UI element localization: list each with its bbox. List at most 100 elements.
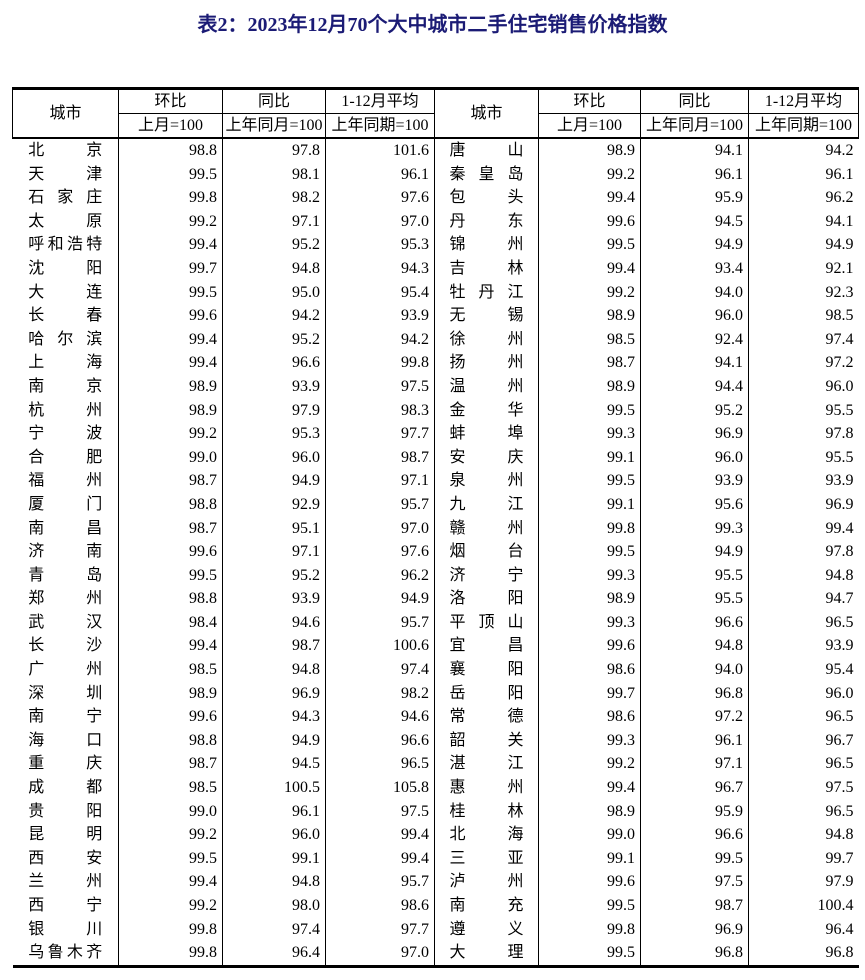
city-name: 赣州 [449, 519, 524, 537]
table-row: 大连 99.5 95.0 95.4 牡丹江 99.2 94.0 92.3 [13, 280, 859, 305]
value-cell: 94.2 [222, 304, 326, 328]
city-cell: 唐山 [434, 138, 539, 163]
value-cell: 99.8 [118, 186, 223, 210]
table-row: 乌鲁木齐 99.8 96.4 97.0 大理 99.5 96.8 96.8 [13, 941, 859, 967]
value-cell: 98.9 [538, 304, 641, 328]
city-cell: 大理 [434, 941, 539, 967]
value-cell: 95.2 [222, 563, 326, 588]
value-cell: 99.6 [538, 870, 641, 894]
value-cell: 99.2 [118, 422, 223, 446]
city-name: 襄阳 [449, 661, 524, 679]
city-cell: 温州 [434, 374, 539, 399]
value-cell: 97.2 [640, 705, 749, 729]
value-cell: 92.3 [748, 280, 859, 305]
column-header-avg-right: 1-12月平均 [748, 88, 859, 114]
value-cell: 96.6 [640, 610, 749, 635]
table-row: 北京 98.8 97.8 101.6 唐山 98.9 94.1 94.2 [13, 138, 859, 163]
column-subheader-avg-right: 上年同期=100 [748, 113, 859, 139]
table-row: 深圳 98.9 96.9 98.2 岳阳 99.7 96.8 96.0 [13, 681, 859, 706]
value-cell: 97.5 [748, 776, 859, 800]
city-name: 济宁 [449, 566, 524, 584]
value-cell: 97.6 [325, 186, 435, 210]
value-cell: 99.4 [118, 351, 223, 375]
value-cell: 92.1 [748, 256, 859, 281]
table-row: 济南 99.6 97.1 97.6 烟台 99.5 94.9 97.8 [13, 540, 859, 564]
city-cell: 惠州 [434, 776, 539, 800]
table-row: 宁波 99.2 95.3 97.7 蚌埠 99.3 96.9 97.8 [13, 422, 859, 446]
table-row: 重庆 98.7 94.5 96.5 湛江 99.2 97.1 96.5 [13, 752, 859, 777]
value-cell: 96.9 [640, 422, 749, 446]
value-cell: 97.1 [640, 752, 749, 777]
value-cell: 96.4 [222, 941, 326, 967]
table-row: 南宁 99.6 94.3 94.6 常德 98.6 97.2 96.5 [13, 705, 859, 729]
column-subheader-mom-left: 上月=100 [118, 113, 223, 139]
value-cell: 97.6 [325, 540, 435, 564]
value-cell: 96.0 [640, 304, 749, 328]
city-cell: 北海 [434, 823, 539, 847]
value-cell: 99.5 [118, 563, 223, 588]
value-cell: 96.1 [222, 799, 326, 824]
city-cell: 广州 [13, 658, 119, 682]
value-cell: 97.0 [325, 941, 435, 967]
table-row: 昆明 99.2 96.0 99.4 北海 99.0 96.6 94.8 [13, 823, 859, 847]
value-cell: 92.9 [222, 492, 326, 517]
value-cell: 96.1 [325, 162, 435, 187]
city-name: 唐山 [449, 142, 524, 159]
value-cell: 99.5 [538, 941, 641, 967]
city-name: 惠州 [449, 779, 524, 797]
value-cell: 99.2 [538, 752, 641, 777]
city-name: 西安 [28, 849, 103, 867]
city-cell: 平顶山 [434, 610, 539, 635]
city-cell: 南昌 [13, 517, 119, 541]
city-cell: 丹东 [434, 209, 539, 234]
value-cell: 94.6 [325, 705, 435, 729]
city-name: 无锡 [449, 307, 524, 325]
city-name: 长沙 [28, 637, 103, 655]
city-cell: 牡丹江 [434, 280, 539, 305]
city-name: 牡丹江 [449, 283, 524, 301]
value-cell: 94.8 [222, 658, 326, 682]
city-cell: 贵阳 [13, 800, 119, 824]
value-cell: 96.5 [748, 799, 859, 824]
value-cell: 97.5 [325, 799, 435, 824]
value-cell: 98.6 [538, 705, 641, 729]
table-row: 南昌 98.7 95.1 97.0 赣州 99.8 99.3 99.4 [13, 516, 859, 541]
value-cell: 94.8 [748, 823, 859, 847]
city-cell: 泸州 [434, 870, 539, 894]
value-cell: 99.1 [538, 846, 641, 871]
value-cell: 99.4 [118, 327, 223, 352]
table-row: 海口 98.8 94.9 96.6 韶关 99.3 96.1 96.7 [13, 728, 859, 753]
value-cell: 94.0 [640, 658, 749, 682]
city-cell: 三亚 [434, 846, 539, 871]
city-cell: 太原 [13, 210, 119, 234]
city-cell: 呼和浩特 [13, 233, 119, 257]
value-cell: 97.8 [748, 422, 859, 446]
value-cell: 97.7 [325, 917, 435, 942]
value-cell: 95.3 [325, 233, 435, 257]
table-row: 南京 98.9 93.9 97.5 温州 98.9 94.4 96.0 [13, 374, 859, 399]
table-row: 合肥 99.0 96.0 98.7 安庆 99.1 96.0 95.5 [13, 445, 859, 470]
value-cell: 95.2 [222, 327, 326, 352]
value-cell: 95.0 [222, 280, 326, 305]
value-cell: 99.6 [118, 540, 223, 564]
city-cell: 泉州 [434, 469, 539, 493]
city-cell: 湛江 [434, 752, 539, 777]
value-cell: 95.5 [640, 563, 749, 588]
value-cell: 96.7 [748, 728, 859, 753]
value-cell: 95.4 [325, 280, 435, 305]
value-cell: 101.6 [325, 138, 435, 163]
column-header-mom-left: 环比 [118, 88, 223, 114]
value-cell: 98.9 [538, 374, 641, 399]
value-cell: 99.2 [118, 209, 223, 234]
city-name: 成都 [28, 779, 103, 797]
table-row: 西宁 99.2 98.0 98.6 南充 99.5 98.7 100.4 [13, 894, 859, 918]
table-row: 石家庄 99.8 98.2 97.6 包头 99.4 95.9 96.2 [13, 186, 859, 210]
city-name: 包头 [449, 189, 524, 207]
value-cell: 97.1 [325, 469, 435, 493]
city-cell: 长沙 [13, 634, 119, 658]
value-cell: 98.8 [118, 492, 223, 517]
value-cell: 99.4 [325, 823, 435, 847]
value-cell: 99.5 [118, 162, 223, 187]
value-cell: 97.8 [748, 540, 859, 564]
value-cell: 99.0 [538, 823, 641, 847]
